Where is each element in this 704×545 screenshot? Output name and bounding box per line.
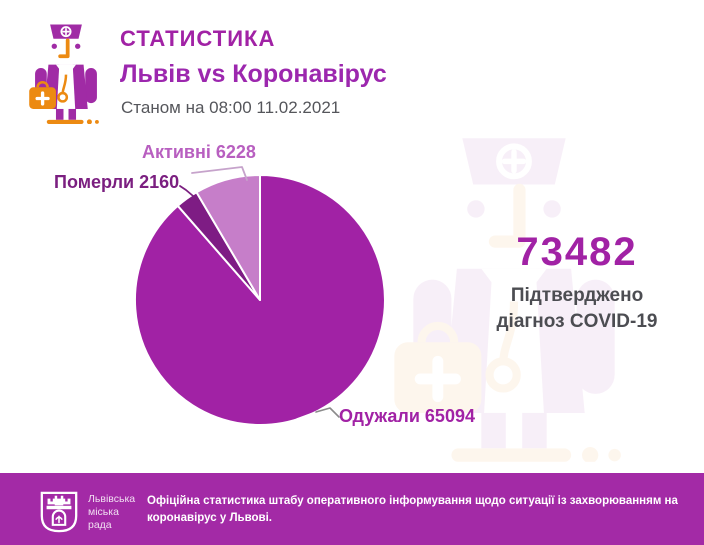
callout-recovered-line	[315, 407, 340, 418]
page-subtitle: Львів vs Коронавірус	[120, 60, 387, 88]
footer-description: Офіційна статистика штабу оперативного і…	[147, 493, 678, 527]
footer-description-line1: Офіційна статистика штабу оперативного і…	[147, 495, 678, 507]
pie-label-recovered: Одужали 65094	[339, 406, 475, 426]
confirmed-total-block: 73482 Підтверджено діагноз COVID-19	[427, 230, 704, 335]
footer-logo-line: міська	[88, 506, 119, 518]
pie-chart	[134, 166, 386, 426]
pie-slices	[134, 173, 386, 426]
callout-recovered-line-inner	[296, 411, 317, 420]
confirmed-total-number: 73482	[516, 230, 638, 274]
footer-logo-line: рада	[88, 519, 112, 531]
callout-died-line	[179, 185, 200, 202]
doctor-icon	[24, 22, 108, 124]
date-line: Станом на 08:00 11.02.2021	[121, 98, 341, 117]
callout-active-line	[191, 166, 248, 181]
footer-logo-line: Львівська	[88, 493, 136, 505]
pie-label-died: Померли 2160	[54, 172, 180, 192]
confirmed-caption-line1: Підтверджено	[510, 285, 644, 306]
lviv-coat-of-arms-icon	[38, 491, 80, 533]
footer-logo-text: Львівська міська рада	[88, 493, 135, 532]
pie-slice-active	[195, 173, 261, 301]
footer-bar: Львівська міська рада Офіційна статистик…	[0, 473, 704, 545]
confirmed-caption: Підтверджено діагноз COVID-19	[427, 283, 704, 335]
pie-label-active: Активні 6228	[142, 142, 256, 162]
footer-description-line2: коронавірус у Львові.	[147, 512, 272, 524]
confirmed-caption-line2: діагноз COVID-19	[496, 311, 658, 332]
page-title: СТАТИСТИКА	[120, 26, 276, 51]
